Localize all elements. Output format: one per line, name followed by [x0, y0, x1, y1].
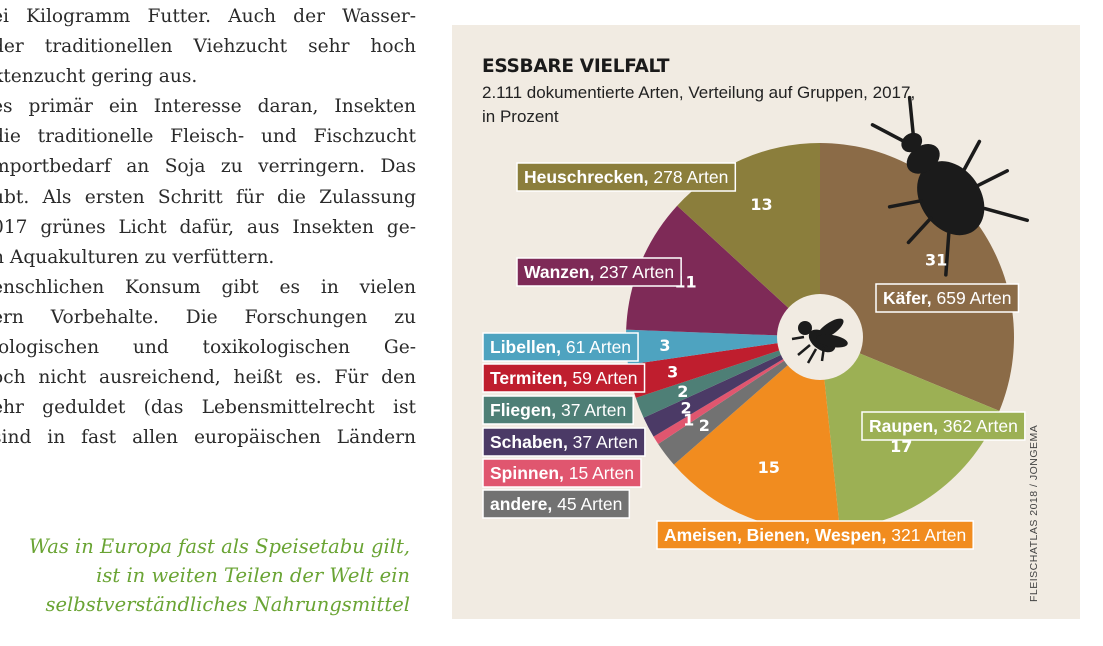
percent-label: 2 — [677, 382, 688, 401]
article-line: n Aquakulturen zu verfüttern. — [0, 246, 275, 268]
article-line: mportbedarf an Soja zu verringern. Das — [0, 156, 416, 178]
percent-label: 1 — [683, 411, 694, 430]
pull-quote: Was in Europa fast als Speisetabu gilt, … — [0, 532, 410, 619]
article-line: sind in fast allen europäischen Ländern — [0, 427, 416, 449]
category-label-text: Raupen, 362 Arten — [869, 416, 1018, 436]
category-label-box — [482, 489, 631, 519]
category-label-text: Fliegen, 37 Arten — [490, 400, 626, 420]
pie-slice — [628, 337, 820, 398]
category-label-text: Wanzen, 237 Arten — [524, 262, 674, 282]
pie-slice — [626, 329, 820, 365]
category-label: Libellen, 61 Arten — [482, 332, 639, 362]
article-line: enschlichen Konsum gibt es in vielen — [0, 276, 416, 298]
article-line: ern Vorbehalte. Die Forschungen zu — [0, 306, 416, 328]
category-label-box — [861, 411, 1026, 441]
pull-quote-line: selbstverständliches Nahrungsmittel — [45, 593, 410, 616]
category-label: Termiten, 59 Arten — [482, 363, 646, 393]
category-label-box — [482, 332, 639, 362]
percent-label: 13 — [750, 195, 772, 214]
category-label: Fliegen, 37 Arten — [482, 395, 634, 425]
chart-subtitle: 2.111 dokumentierte Arten, Verteilung au… — [482, 81, 952, 129]
percent-label: 3 — [667, 363, 678, 382]
category-label-box — [656, 520, 974, 550]
article-body: ei Kilogramm Futter. Auch der Wasser-der… — [0, 2, 416, 453]
percent-label: 31 — [925, 250, 947, 269]
chart-title: ESSBARE VIELFALT — [482, 56, 670, 77]
category-label-text: Termiten, 59 Arten — [490, 368, 638, 388]
chart-subtitle-line: 2.111 dokumentierte Arten, Verteilung au… — [482, 83, 916, 102]
article-line: die traditionelle Fleisch- und Fischzuch… — [0, 126, 416, 148]
category-label: Ameisen, Bienen, Wespen, 321 Arten — [656, 520, 974, 550]
article-line: iologischen und toxikologischen Ge- — [0, 337, 416, 359]
article-line: ubt. Als ersten Schritt für die Zulassun… — [0, 186, 416, 208]
category-label-box — [875, 283, 1020, 313]
category-label: Käfer, 659 Arten — [875, 283, 1020, 313]
category-label-text: Ameisen, Bienen, Wespen, 321 Arten — [664, 525, 966, 545]
beetle-icon — [870, 95, 1030, 277]
category-label-box — [516, 162, 737, 192]
article-column: ei Kilogramm Futter. Auch der Wasser-der… — [0, 0, 420, 646]
article-line: der traditionellen Viehzucht sehr hoch — [0, 36, 416, 58]
category-label-text: Spinnen, 15 Arten — [490, 463, 634, 483]
category-label-text: Heuschrecken, 278 Arten — [524, 167, 728, 187]
article-line: es primär ein Interesse daran, Insekten — [0, 96, 416, 118]
pie-slice — [643, 337, 820, 437]
article-line: ei Kilogramm Futter. Auch der Wasser- — [0, 6, 416, 27]
category-label: Heuschrecken, 278 Arten — [516, 162, 737, 192]
fly-icon — [791, 318, 848, 364]
category-label: Raupen, 362 Arten — [861, 411, 1026, 441]
category-label-text: Libellen, 61 Arten — [490, 337, 631, 357]
article-line: ehr geduldet (das Lebensmittelrecht ist — [0, 397, 416, 419]
category-label-text: Käfer, 659 Arten — [883, 288, 1011, 308]
category-label-box — [482, 427, 646, 457]
percent-label: 2 — [681, 399, 692, 418]
article-line: ktenzucht gering aus. — [0, 66, 198, 88]
pie-slice — [673, 337, 840, 532]
category-label-box — [482, 395, 634, 425]
pie-slice — [653, 337, 820, 444]
percent-label: 2 — [699, 416, 710, 435]
category-label: Wanzen, 237 Arten — [516, 257, 682, 287]
category-label-text: andere, 45 Arten — [490, 494, 622, 514]
pie-slice — [635, 337, 820, 418]
pie-slice — [626, 205, 820, 337]
chart-subtitle-line: in Prozent — [482, 107, 559, 126]
category-label-box — [482, 363, 646, 393]
percent-label: 15 — [758, 458, 780, 477]
category-label-box — [482, 458, 642, 488]
article-line: 017 grünes Licht dafür, aus Insekten ge- — [0, 216, 416, 238]
category-label-box — [516, 257, 682, 287]
pull-quote-line: Was in Europa fast als Speisetabu gilt, — [28, 535, 410, 558]
category-label: andere, 45 Arten — [482, 489, 631, 519]
pull-quote-line: ist in weiten Teilen der Welt ein — [96, 564, 410, 587]
percent-label: 3 — [659, 336, 670, 355]
percent-label: 17 — [890, 437, 912, 456]
article-line: och nicht ausreichend, heißt es. Für den — [0, 367, 416, 389]
category-label: Spinnen, 15 Arten — [482, 458, 642, 488]
category-label: Schaben, 37 Arten — [482, 427, 646, 457]
category-labels: Käfer, 659 Arten Raupen, 362 Arten Ameisen… — [482, 162, 1026, 550]
pie-slice — [658, 337, 820, 465]
source-credit: FLEISCHATLAS 2018 / JONGEMA — [1028, 424, 1040, 602]
category-label-text: Schaben, 37 Arten — [490, 432, 638, 452]
